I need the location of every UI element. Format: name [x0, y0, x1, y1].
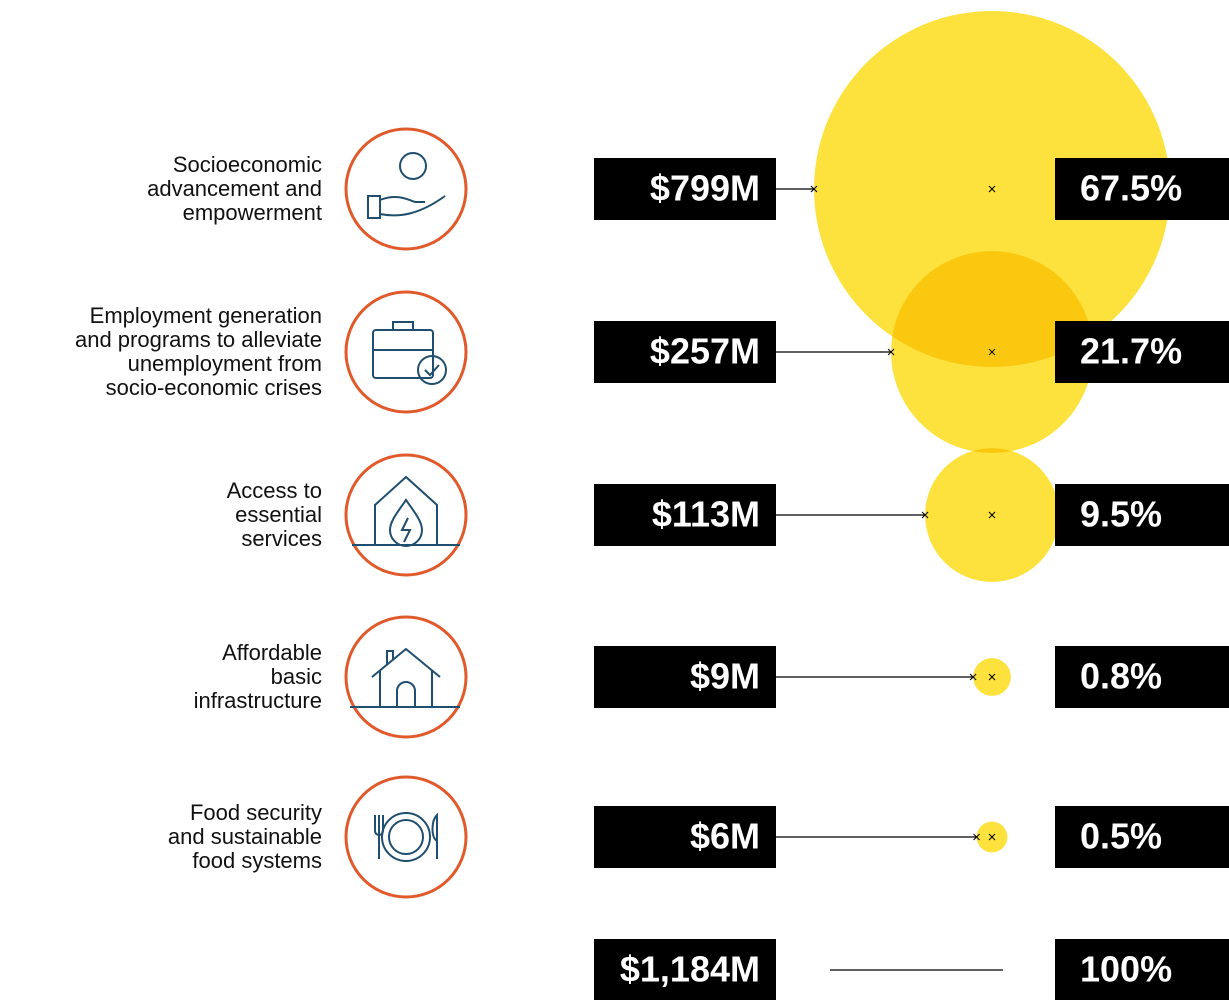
category-label: Food security and sustainable food syste…	[167, 800, 322, 873]
icons	[344, 127, 468, 899]
share-label: 0.8%	[1080, 656, 1162, 697]
value-label: $257M	[650, 331, 760, 372]
cross-marker	[887, 348, 895, 356]
cross-marker	[810, 185, 818, 193]
cross-marker	[988, 185, 996, 193]
share-label-box	[1055, 646, 1229, 708]
share-label: 21.7%	[1080, 331, 1182, 372]
share-label-box	[1055, 321, 1229, 383]
share-label: 0.5%	[1080, 816, 1162, 857]
icon-plate	[374, 812, 438, 862]
share-label-box	[1055, 806, 1229, 868]
cross-marker	[973, 833, 980, 841]
category-label: Employment generation and programs to al…	[74, 303, 322, 400]
total-label-box	[594, 939, 776, 1000]
share-label: 67.5%	[1080, 168, 1182, 209]
cross-marker	[988, 833, 996, 841]
cross-marker	[988, 511, 996, 519]
share-label-box	[1055, 158, 1229, 220]
cross-marker	[988, 348, 996, 356]
icon-ring	[344, 453, 468, 577]
icon-briefcase	[372, 321, 447, 385]
category-label: Socioeconomic advancement and empowermen…	[147, 152, 322, 225]
icon-ring	[344, 775, 468, 899]
cross-marker	[988, 673, 996, 681]
overlay: $799M 67.5% $257M 21.7% $113M 9.5% $9M 0.8% $6M 0…	[594, 158, 1229, 1000]
category-label: Affordable basic infrastructure	[193, 640, 322, 713]
bubbles	[814, 11, 1170, 853]
total-share-label-box	[1055, 939, 1229, 1000]
share-label: 9.5%	[1080, 494, 1162, 535]
icon-ring	[344, 290, 468, 414]
value-label-box	[594, 321, 776, 383]
total-label: $1,184M	[620, 949, 760, 990]
icon-house	[350, 647, 460, 708]
value-label: $799M	[650, 168, 760, 209]
value-label: $113M	[652, 494, 760, 535]
value-label: $9M	[690, 656, 760, 697]
total-share-label: 100%	[1080, 949, 1172, 990]
icon-house-drop	[352, 475, 460, 547]
cross-marker	[969, 673, 977, 681]
share-label-box	[1055, 484, 1229, 546]
value-label-box	[594, 806, 776, 868]
value-label-box	[594, 484, 776, 546]
icon-hand-coin	[367, 152, 446, 219]
value-label-box	[594, 158, 776, 220]
value-label-box	[594, 646, 776, 708]
value-label: $6M	[690, 816, 760, 857]
icon-ring	[344, 615, 468, 739]
cross-marker	[921, 511, 929, 519]
category-label: Access to essential services	[226, 478, 322, 551]
icon-ring	[344, 127, 468, 251]
